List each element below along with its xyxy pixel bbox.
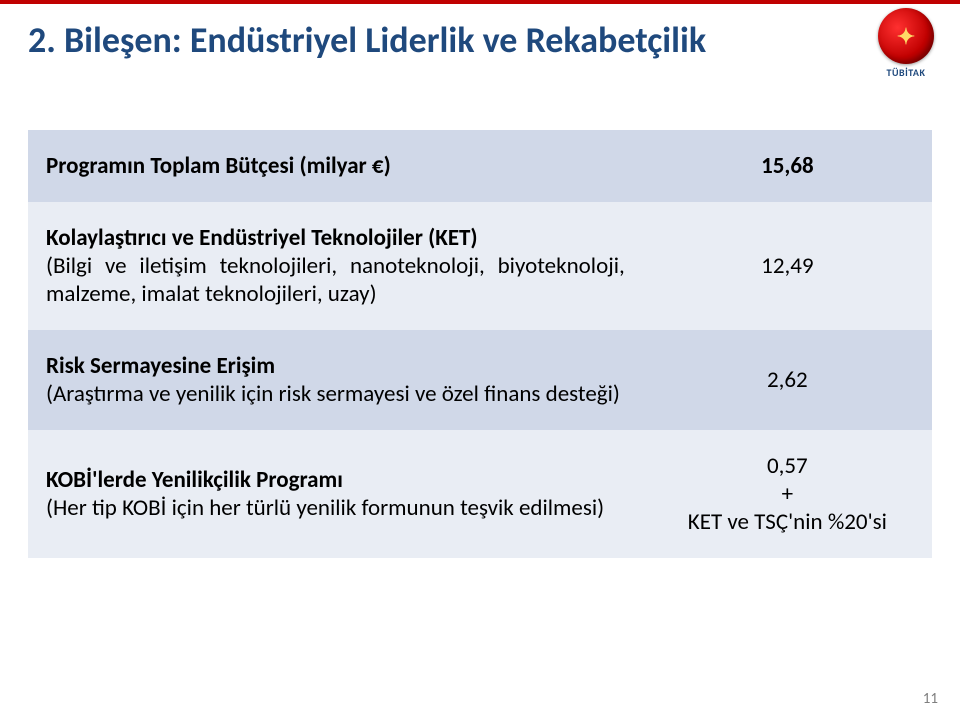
row-label: Kolaylaştırıcı ve Endüstriyel Teknolojil… bbox=[46, 224, 625, 252]
row-left: KOBİ'lerde Yenilikçilik Programı (Her ti… bbox=[28, 430, 643, 558]
accent-line bbox=[0, 0, 960, 4]
header-label: Programın Toplam Bütçesi (milyar €) bbox=[28, 130, 643, 202]
logo-glyph: ✦ bbox=[897, 23, 915, 50]
budget-table: Programın Toplam Bütçesi (milyar €) 15,6… bbox=[28, 130, 932, 558]
header-value: 15,68 bbox=[643, 130, 932, 202]
table-row: Risk Sermayesine Erişim (Araştırma ve ye… bbox=[28, 330, 932, 430]
table-row: Kolaylaştırıcı ve Endüstriyel Teknolojil… bbox=[28, 202, 932, 330]
page-title: 2. Bileşen: Endüstriyel Liderlik ve Reka… bbox=[28, 18, 706, 62]
row-value: 2,62 bbox=[643, 330, 932, 430]
row-label: Risk Sermayesine Erişim bbox=[46, 352, 625, 380]
row-left: Kolaylaştırıcı ve Endüstriyel Teknolojil… bbox=[28, 202, 643, 330]
logo: ✦ TÜBİTAK bbox=[870, 8, 942, 79]
row-left: Risk Sermayesine Erişim (Araştırma ve ye… bbox=[28, 330, 643, 430]
table-row: KOBİ'lerde Yenilikçilik Programı (Her ti… bbox=[28, 430, 932, 558]
row-desc: (Her tip KOBİ için her türlü yenilik for… bbox=[46, 494, 604, 522]
row-label: KOBİ'lerde Yenilikçilik Programı bbox=[46, 466, 625, 494]
logo-label: TÜBİTAK bbox=[870, 66, 942, 79]
row-desc: (Bilgi ve iletişim teknolojileri, nanote… bbox=[46, 252, 625, 308]
row-desc: (Araştırma ve yenilik için risk sermayes… bbox=[46, 380, 620, 408]
row-value: 12,49 bbox=[643, 202, 932, 330]
table-header-row: Programın Toplam Bütçesi (milyar €) 15,6… bbox=[28, 130, 932, 202]
logo-icon: ✦ bbox=[878, 8, 934, 64]
row-value: 0,57 + KET ve TSÇ'nin %20'si bbox=[643, 430, 932, 558]
page-number: 11 bbox=[923, 690, 938, 708]
